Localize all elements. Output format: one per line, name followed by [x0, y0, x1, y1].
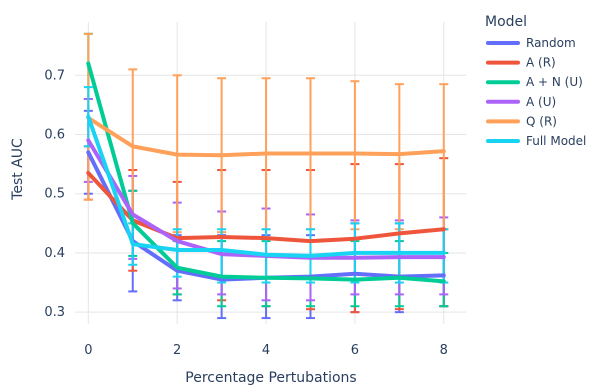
legend-item[interactable]: A (R): [486, 56, 556, 70]
y-tick-label: 0.5: [44, 187, 65, 202]
x-tick-label: 0: [84, 343, 92, 358]
y-tick-label: 0.6: [44, 128, 65, 143]
x-tick-label: 6: [351, 343, 359, 358]
x-tick-label: 4: [262, 343, 270, 358]
legend-title: Model: [485, 14, 527, 30]
legend-item[interactable]: Random: [486, 36, 576, 50]
legend-label: A (U): [526, 95, 556, 109]
x-axis-title: Percentage Pertubations: [185, 370, 356, 386]
legend-label: A + N (U): [526, 75, 583, 89]
series-line[interactable]: [86, 115, 446, 158]
legend-item[interactable]: Full Model: [486, 134, 586, 148]
series-line[interactable]: [86, 114, 446, 258]
y-tick-label: 0.7: [44, 68, 65, 83]
y-axis-ticks: 0.3 0.4 0.5 0.6 0.7: [44, 68, 65, 320]
legend-item[interactable]: Q (R): [486, 114, 557, 128]
y-axis-title: Test AUC: [10, 138, 26, 201]
legend-label: Q (R): [526, 114, 557, 128]
x-tick-label: 2: [173, 343, 181, 358]
series-lines: [86, 61, 446, 284]
legend[interactable]: Model Random A (R) A + N (U) A (U) Q (R) Full…: [485, 14, 586, 148]
y-tick-label: 0.4: [44, 246, 65, 261]
legend-item[interactable]: A (U): [486, 95, 556, 109]
x-tick-label: 8: [440, 343, 448, 358]
legend-item[interactable]: A + N (U): [486, 75, 583, 89]
series-line[interactable]: [86, 61, 446, 284]
legend-label: Random: [526, 36, 576, 50]
series-line[interactable]: [86, 171, 446, 244]
legend-label: A (R): [526, 56, 556, 70]
y-tick-label: 0.3: [44, 305, 65, 320]
x-axis-ticks: 0 2 4 6 8: [84, 343, 448, 358]
legend-label: Full Model: [526, 134, 586, 148]
